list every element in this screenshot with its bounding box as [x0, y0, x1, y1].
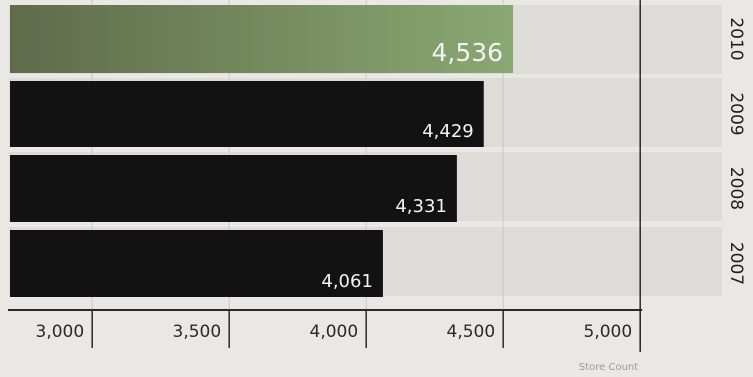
category-label-2010: 2010 [726, 17, 746, 60]
value-label-2008: 4,331 [395, 196, 447, 217]
bar-2008 [10, 155, 457, 222]
value-label-2009: 4,429 [422, 121, 474, 142]
x-tick-labels: 3,000 3,500 4,000 4,500 5,000 [36, 310, 641, 348]
value-labels: 4,536 4,429 4,331 4,061 [321, 38, 503, 292]
x-tick-label: 4,000 [310, 322, 359, 342]
bar-2009 [10, 81, 484, 147]
x-tick-label: 5,000 [584, 322, 633, 342]
bar-2010 [10, 5, 514, 73]
category-label-2009: 2009 [726, 92, 746, 135]
x-axis-label: Store Count [579, 362, 638, 373]
x-tick-label: 3,000 [36, 322, 85, 342]
value-label-2007: 4,061 [321, 271, 373, 292]
x-tick-label: 4,500 [447, 322, 496, 342]
bar-2007 [10, 230, 383, 297]
bars [10, 5, 514, 297]
category-label-2008: 2008 [726, 167, 746, 210]
value-label-2010: 4,536 [431, 38, 503, 67]
x-axis [8, 0, 643, 352]
category-label-2007: 2007 [726, 242, 746, 285]
category-labels: 2010 2009 2008 2007 [726, 17, 746, 285]
x-tick-label: 3,500 [173, 322, 222, 342]
